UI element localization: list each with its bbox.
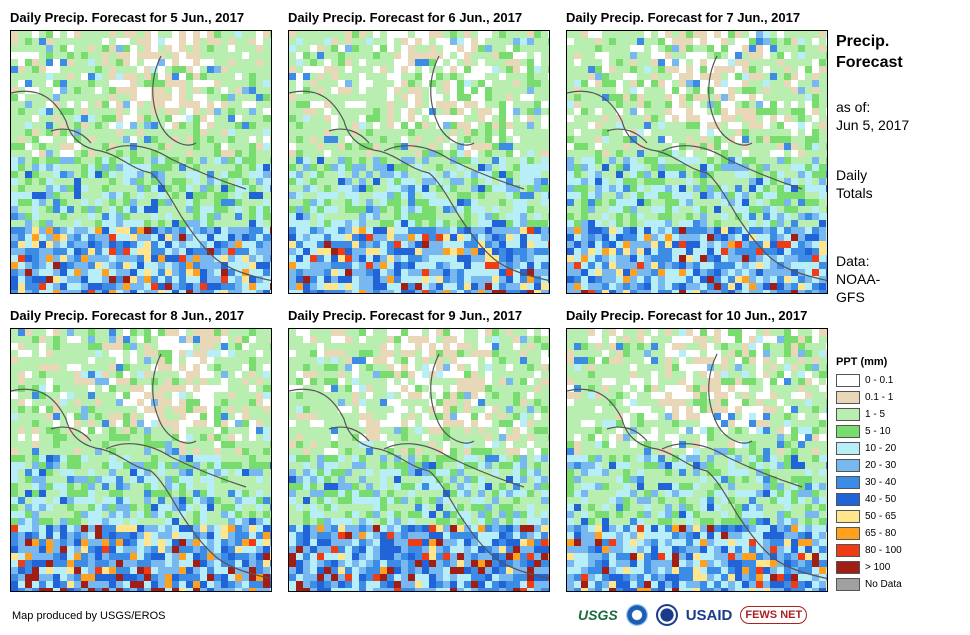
legend-label: > 100: [865, 562, 891, 573]
legend-swatch: [836, 425, 860, 438]
as-of-label: as of:: [836, 99, 871, 115]
legend-swatch: [836, 459, 860, 472]
panel-title: Daily Precip. Forecast for 8 Jun., 2017: [10, 308, 245, 323]
legend-item: 1 - 5: [836, 406, 902, 423]
panel-title: Daily Precip. Forecast for 10 Jun., 2017: [566, 308, 808, 323]
legend-item: 10 - 20: [836, 440, 902, 457]
legend-item: 65 - 80: [836, 525, 902, 542]
precip-map: [10, 30, 272, 294]
panel-title: Daily Precip. Forecast for 9 Jun., 2017: [288, 308, 523, 323]
legend-swatch: [836, 544, 860, 557]
legend-item: 40 - 50: [836, 491, 902, 508]
legend-item: 0 - 0.1: [836, 372, 902, 389]
legend-item: 30 - 40: [836, 474, 902, 491]
legend-label: 0.1 - 1: [865, 392, 894, 403]
legend-swatch: [836, 442, 860, 455]
precip-map: [288, 30, 550, 294]
legend-label: 0 - 0.1: [865, 375, 894, 386]
panel-title: Daily Precip. Forecast for 5 Jun., 2017: [10, 10, 245, 25]
logos: USGS USAID FEWS NET: [578, 602, 808, 628]
legend-item: 80 - 100: [836, 542, 902, 559]
legend-swatch: [836, 493, 860, 506]
legend-swatch: [836, 527, 860, 540]
usaid-logo: USAID: [685, 606, 733, 624]
precip-map: [566, 328, 828, 592]
legend-item: 20 - 30: [836, 457, 902, 474]
precip-map: [10, 328, 272, 592]
data-source-line1: NOAA-: [836, 271, 881, 287]
legend-label: 5 - 10: [865, 426, 891, 437]
legend-swatch: [836, 374, 860, 387]
legend-label: 1 - 5: [865, 409, 886, 420]
legend-label: 65 - 80: [865, 528, 897, 539]
legend-label: 30 - 40: [865, 477, 897, 488]
daily-line1: Daily: [836, 167, 868, 183]
legend-item: No Data: [836, 576, 902, 593]
legend-swatch: [836, 408, 860, 421]
precip-map: [288, 328, 550, 592]
legend-swatch: [836, 391, 860, 404]
panel-title: Daily Precip. Forecast for 6 Jun., 2017: [288, 10, 523, 25]
daily-line2: Totals: [836, 185, 873, 201]
credit-text: Map produced by USGS/EROS: [12, 610, 166, 622]
legend-label: No Data: [865, 579, 902, 590]
legend-item: 0.1 - 1: [836, 389, 902, 406]
panel-title: Daily Precip. Forecast for 7 Jun., 2017: [566, 10, 801, 25]
legend-label: 80 - 100: [865, 545, 902, 556]
precip-map: [566, 30, 828, 294]
daily-totals-block: Daily Totals: [836, 166, 873, 202]
data-source-block: Data: NOAA- GFS: [836, 252, 880, 306]
legend-title: PPT (mm): [836, 356, 888, 368]
side-title-line2: Forecast: [836, 54, 903, 71]
fews-net-logo: FEWS NET: [740, 606, 808, 624]
legend: PPT (mm) 0 - 0.1 0.1 - 1 1 - 5 5 - 10 10 - 2…: [836, 356, 902, 593]
legend-item: 5 - 10: [836, 423, 902, 440]
noaa-logo-icon: [625, 604, 648, 626]
as-of-date: Jun 5, 2017: [836, 117, 910, 133]
usgs-logo: USGS: [578, 607, 618, 623]
nasa-style-seal-icon: [655, 604, 678, 626]
legend-label: 50 - 65: [865, 511, 897, 522]
legend-label: 40 - 50: [865, 494, 897, 505]
side-title: Precip. Forecast: [836, 31, 903, 73]
legend-item: > 100: [836, 559, 902, 576]
legend-swatch: [836, 578, 860, 591]
data-label: Data:: [836, 253, 870, 269]
legend-label: 10 - 20: [865, 443, 897, 454]
as-of-block: as of: Jun 5, 2017: [836, 98, 909, 134]
legend-swatch: [836, 510, 860, 523]
data-source-line2: GFS: [836, 289, 865, 305]
legend-swatch: [836, 476, 860, 489]
legend-item: 50 - 65: [836, 508, 902, 525]
side-title-line1: Precip.: [836, 33, 890, 50]
legend-swatch: [836, 561, 860, 574]
legend-label: 20 - 30: [865, 460, 897, 471]
